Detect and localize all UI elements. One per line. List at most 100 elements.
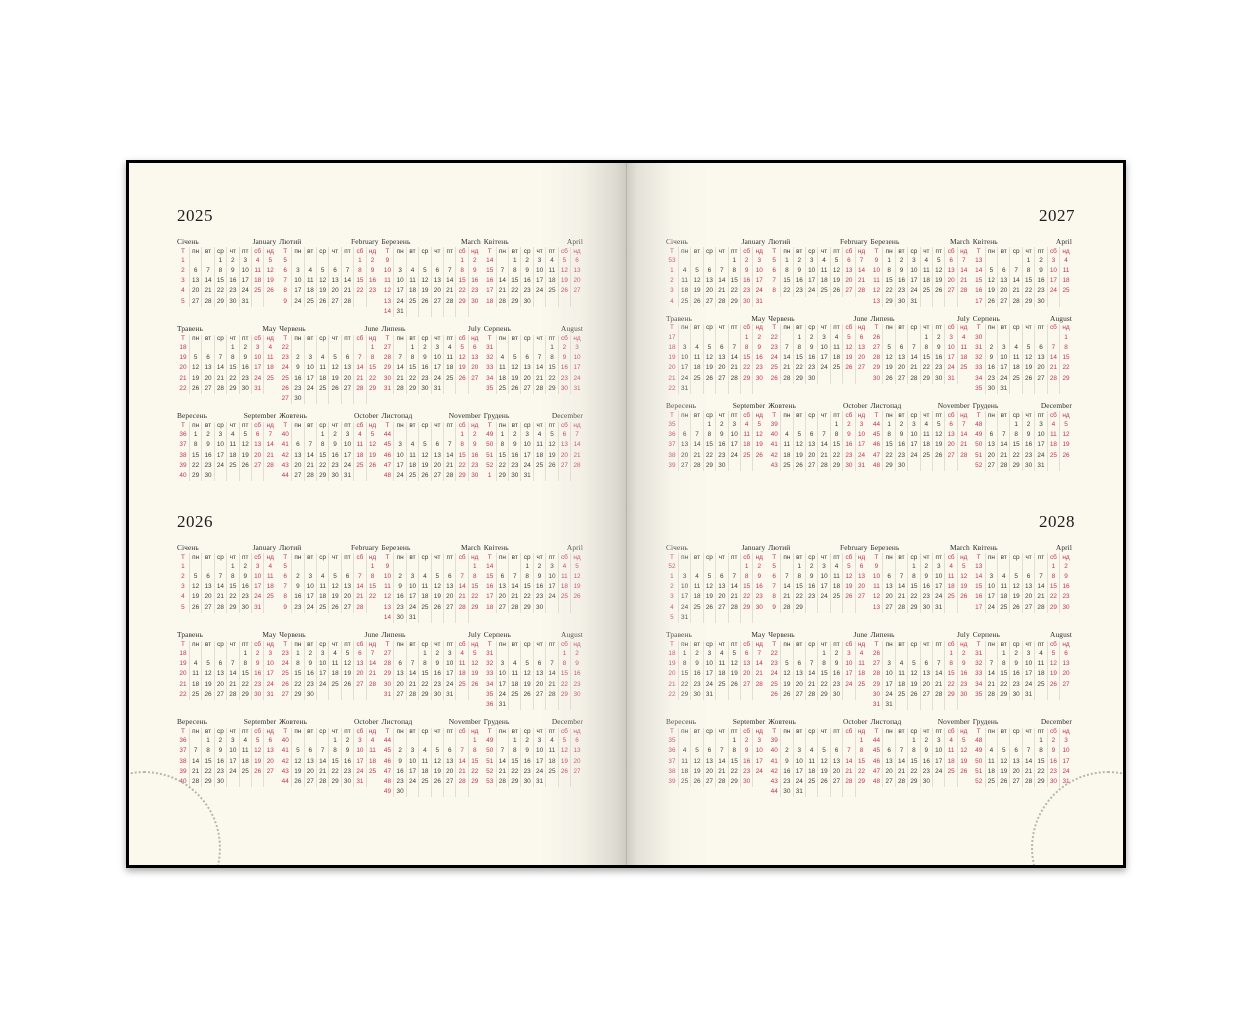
day-cell: 2 bbox=[780, 746, 794, 757]
weekday-header-пн: пн bbox=[678, 553, 692, 562]
week-row: 18 28 29 30 bbox=[483, 296, 583, 307]
empty-day-cell bbox=[690, 736, 704, 747]
day-cell: 16 bbox=[558, 363, 572, 374]
weekday-header-вт: вт bbox=[690, 553, 704, 562]
day-cell: 14 bbox=[895, 582, 909, 593]
day-cell: 27 bbox=[793, 689, 806, 701]
week-number-cell: 40 bbox=[177, 777, 190, 788]
empty-day-cell bbox=[944, 460, 958, 471]
day-cell: 23 bbox=[291, 383, 305, 395]
day-cell: 12 bbox=[431, 756, 445, 767]
day-cell: 11 bbox=[496, 363, 510, 374]
day-cell: 19 bbox=[520, 679, 534, 690]
week-row: 15 12 13 14 15 16 17 18 bbox=[972, 276, 1072, 287]
day-cell: 6 bbox=[341, 572, 355, 583]
day-cell: 10 bbox=[304, 363, 317, 374]
month-name-ua: Грудень bbox=[972, 401, 999, 411]
week-number-cell: 33 bbox=[483, 669, 497, 680]
day-cell: 21 bbox=[201, 286, 215, 297]
weekday-header-вт: вт bbox=[508, 247, 522, 256]
month-name-en: May bbox=[262, 630, 277, 640]
weekday-header-сб: сб bbox=[842, 553, 856, 562]
day-cell: 15 bbox=[368, 364, 377, 372]
empty-day-cell bbox=[728, 689, 741, 701]
day-cell: 28 bbox=[353, 383, 367, 395]
empty-day-cell bbox=[817, 602, 831, 613]
month-header: Вересень September bbox=[666, 718, 765, 726]
day-cell: 8 bbox=[817, 659, 831, 670]
day-cell: 8 bbox=[291, 659, 305, 670]
day-cell: 9 bbox=[431, 659, 445, 670]
day-cell: 17 bbox=[703, 669, 717, 680]
empty-day-cell bbox=[328, 562, 342, 573]
month-name-ua: Квітень bbox=[972, 543, 998, 552]
weekday-header-вт: вт bbox=[690, 727, 704, 737]
day-cell: 31 bbox=[251, 383, 265, 395]
day-cell: 13 bbox=[944, 266, 958, 277]
empty-day-cell bbox=[406, 306, 420, 318]
weekday-header-пн: пн bbox=[496, 247, 510, 256]
empty-day-cell bbox=[895, 736, 909, 747]
empty-day-cell bbox=[1034, 562, 1048, 573]
day-cell: 27 bbox=[304, 777, 317, 788]
day-cell: 24 bbox=[496, 689, 510, 701]
day-cell: 12 bbox=[1009, 582, 1023, 593]
week-row: 24 9 10 11 12 13 14 15 bbox=[279, 363, 378, 374]
day-cell: 11 bbox=[678, 276, 692, 287]
weekday-header-пн: пн bbox=[291, 247, 305, 256]
day-cell: 6 bbox=[830, 746, 844, 757]
day-cell: 2 bbox=[895, 256, 909, 267]
day-cell: 18 bbox=[920, 440, 934, 451]
empty-day-cell bbox=[431, 562, 445, 573]
week-number-cell: 28 bbox=[870, 669, 884, 680]
day-cell: 2 bbox=[715, 420, 729, 431]
day-cell: 13 bbox=[830, 756, 844, 767]
day-cell: 20 bbox=[944, 440, 958, 451]
day-cell: 23 bbox=[895, 450, 909, 461]
week-row: 48 24 25 26 27 28 29 30 bbox=[381, 471, 481, 482]
week-row: 4 19 20 21 22 23 24 25 bbox=[177, 592, 276, 603]
week-number-cell: 42 bbox=[768, 766, 782, 777]
day-cell: 14 bbox=[353, 582, 367, 593]
day-cell: 2 bbox=[895, 420, 909, 431]
empty-day-cell bbox=[239, 471, 252, 482]
day-cell: 1 bbox=[728, 736, 741, 747]
day-cell: 1 bbox=[455, 256, 469, 267]
day-cell: 20 bbox=[715, 363, 729, 374]
day-cell: 30 bbox=[780, 787, 794, 798]
day-cell: 6 bbox=[1022, 572, 1036, 583]
month-name-en: April bbox=[1055, 543, 1072, 552]
day-cell: 26 bbox=[1009, 602, 1023, 613]
week-row: 14 5 6 7 8 9 10 11 bbox=[972, 266, 1072, 277]
day-cell: 1 bbox=[830, 420, 844, 431]
day-cell: 29 bbox=[728, 296, 741, 307]
day-cell: 1 bbox=[907, 562, 921, 573]
week-row: 41 5 6 7 8 9 10 11 bbox=[279, 746, 378, 757]
week-number-cell: 22 bbox=[768, 649, 782, 660]
weekday-header-пт: пт bbox=[341, 247, 355, 256]
day-cell: 7 bbox=[962, 256, 966, 264]
weekday-header-нд: нд bbox=[960, 247, 968, 255]
weekday-header-чт: чт bbox=[715, 640, 729, 650]
day-cell: 1 bbox=[370, 562, 375, 570]
day-cell: 21 bbox=[368, 670, 377, 678]
day-cell: 20 bbox=[703, 286, 717, 297]
month-name-ua: Серпень bbox=[972, 630, 1001, 640]
day-cell: 4 bbox=[370, 737, 375, 745]
day-cell: 18 bbox=[239, 756, 252, 767]
day-cell: 25 bbox=[496, 383, 510, 395]
day-cell: 4 bbox=[830, 562, 844, 573]
empty-day-cell bbox=[316, 256, 330, 267]
day-cell: 11 bbox=[1047, 430, 1061, 441]
day-cell: 27 bbox=[431, 471, 445, 482]
day-cell: 17 bbox=[266, 670, 274, 678]
week-row: 27 1 2 3 4 5 bbox=[381, 649, 481, 660]
day-cell: 23 bbox=[328, 460, 342, 471]
empty-day-cell bbox=[780, 736, 794, 747]
